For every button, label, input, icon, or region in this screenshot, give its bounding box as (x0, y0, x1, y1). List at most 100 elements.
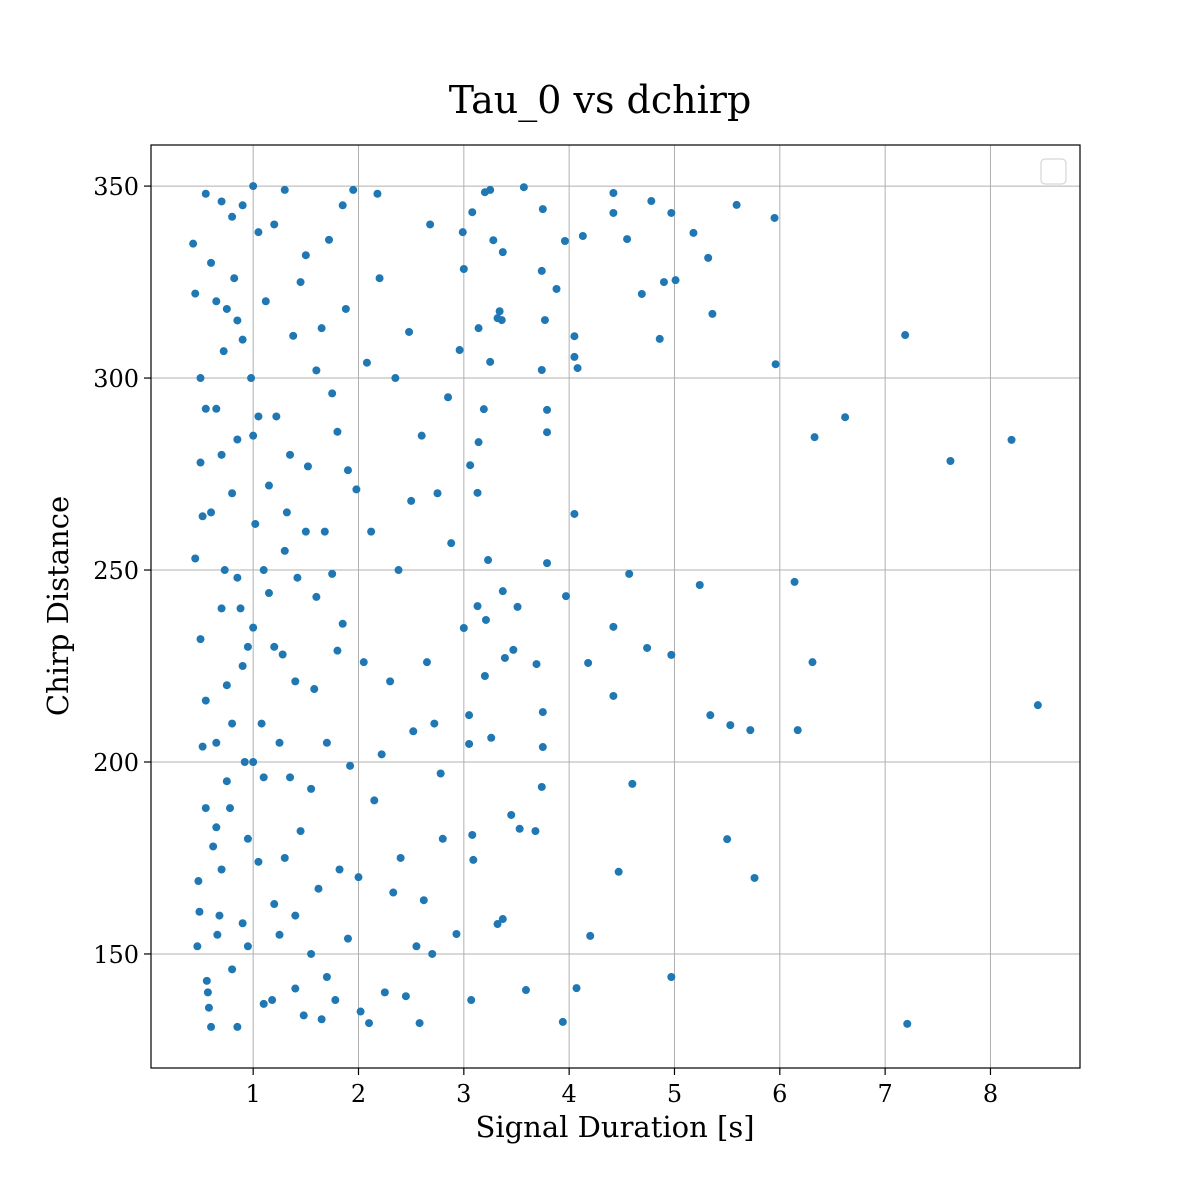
scatter-point (841, 413, 850, 422)
scatter-point (793, 726, 802, 735)
scatter-point (401, 992, 410, 1001)
scatter-point (247, 374, 256, 383)
scatter-point (498, 587, 507, 596)
x-axis-label: Signal Duration [s] (475, 1110, 754, 1144)
chart-title: Tau_0 vs dchirp (449, 78, 752, 123)
scatter-point (515, 824, 524, 833)
scatter-point (354, 873, 363, 882)
scatter-point (291, 677, 300, 686)
scatter-point (391, 374, 400, 383)
scatter-point (240, 757, 249, 766)
scatter-point (196, 635, 205, 644)
scatter-point (280, 853, 289, 862)
scatter-point (259, 999, 268, 1008)
scatter-point (257, 719, 266, 728)
scatter-point (312, 366, 321, 375)
scatter-point (259, 566, 268, 575)
y-tick-label: 350 (93, 173, 139, 201)
scatter-point (452, 930, 461, 939)
scatter-point (270, 642, 279, 651)
scatter-point (365, 1019, 374, 1028)
scatter-point (212, 404, 221, 413)
scatter-point (228, 719, 237, 728)
x-tick-label: 5 (667, 1080, 682, 1108)
scatter-point (338, 619, 347, 628)
scatter-point (647, 197, 656, 206)
scatter-point (314, 884, 323, 893)
scatter-point (212, 297, 221, 306)
scatter-point (473, 602, 482, 611)
scatter-point (540, 316, 549, 325)
scatter-point (207, 508, 216, 517)
y-tick-label: 150 (93, 941, 139, 969)
scatter-point (217, 865, 226, 874)
scatter-point (254, 412, 263, 421)
scatter-point (333, 427, 342, 436)
scatter-point (465, 739, 474, 748)
scatter-point (465, 711, 474, 720)
scatter-point (249, 623, 258, 632)
scatter-point (322, 973, 331, 982)
scatter-point (489, 236, 498, 245)
scatter-point (195, 907, 204, 916)
scatter-point (251, 519, 260, 528)
scatter-point (325, 235, 334, 244)
scatter-point (236, 604, 245, 613)
scatter-point (946, 456, 955, 465)
scatter-point (201, 404, 210, 413)
scatter-point (570, 332, 579, 341)
scatter-point (726, 721, 735, 730)
scatter-point (238, 662, 247, 671)
scatter-point (771, 360, 780, 369)
scatter-point (422, 658, 431, 667)
scatter-point (467, 996, 476, 1005)
scatter-point (356, 1007, 365, 1016)
scatter-point (570, 352, 579, 361)
scatter-point (301, 251, 310, 260)
y-tick-label: 250 (93, 557, 139, 585)
scatter-point (750, 873, 759, 882)
scatter-point (415, 1019, 424, 1028)
scatter-point (189, 239, 198, 248)
y-axis-label: Chirp Distance (41, 496, 75, 716)
scatter-point (458, 228, 467, 237)
scatter-point (317, 324, 326, 333)
scatter-point (238, 335, 247, 344)
scatter-point (303, 462, 312, 471)
scatter-point (233, 316, 242, 325)
scatter-point (481, 615, 490, 624)
scatter-point (637, 289, 646, 298)
scatter-point (487, 733, 496, 742)
scatter-point (484, 556, 493, 565)
scatter-point (810, 433, 819, 442)
scatter-point (212, 738, 221, 747)
scatter-point (228, 965, 237, 974)
scatter-point (219, 347, 228, 356)
scatter-point (328, 569, 337, 578)
scatter-point (215, 911, 224, 920)
scatter-point (901, 331, 910, 340)
scatter-point (438, 834, 447, 843)
scatter-point (543, 405, 552, 414)
scatter-point (586, 931, 595, 940)
scatter-point (296, 278, 305, 287)
scatter-point (561, 592, 570, 601)
scatter-point (444, 393, 453, 402)
scatter-point (320, 527, 329, 536)
scatter-point (480, 671, 489, 680)
grid (151, 145, 1080, 1068)
scatter-point (486, 357, 495, 366)
scatter-point (480, 188, 489, 197)
scatter-point (609, 188, 618, 197)
scatter-point (275, 930, 284, 939)
scatter-point (343, 466, 352, 475)
scatter-point (209, 842, 218, 851)
scatter-point (343, 934, 352, 943)
scatter-point (706, 711, 715, 720)
scatter-point (500, 653, 509, 662)
scatter-point (473, 488, 482, 497)
scatter-point (667, 650, 676, 659)
scatter-point (377, 750, 386, 759)
x-tick-label: 7 (878, 1080, 893, 1108)
